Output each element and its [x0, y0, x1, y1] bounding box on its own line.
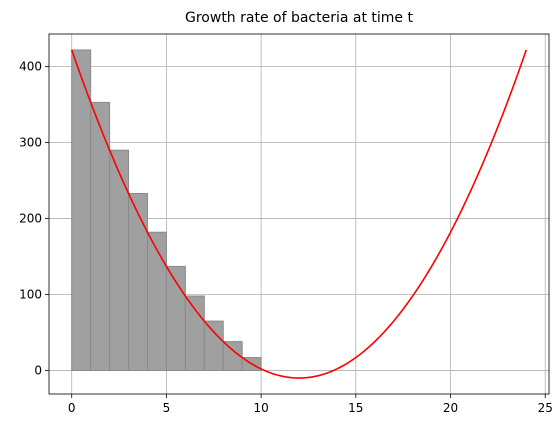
bar: [71, 49, 92, 371]
bars: [71, 49, 262, 371]
bar: [184, 295, 205, 371]
plot-border: [48, 33, 550, 395]
bar: [222, 341, 243, 371]
y-tick-label: 200: [19, 212, 42, 226]
bar: [128, 192, 148, 371]
x-axis: 0 5 10 15 20 25: [68, 394, 553, 415]
x-tick-label: 10: [253, 401, 268, 415]
x-tick-label: 25: [538, 401, 553, 415]
bar: [203, 320, 224, 371]
chart-title: Growth rate of bacteria at time t: [185, 10, 413, 26]
bar: [109, 149, 130, 371]
y-tick-label: 100: [19, 288, 42, 302]
y-tick-label: 0: [34, 363, 42, 377]
x-tick-label: 0: [68, 401, 76, 415]
bar: [146, 231, 167, 371]
plot-frame: [48, 33, 550, 395]
x-tick-label: 5: [163, 401, 171, 415]
x-tick-label: 20: [443, 401, 458, 415]
y-tick-label: 400: [19, 60, 42, 74]
y-tick-label: 300: [19, 136, 42, 150]
y-axis: 0 100 200 300 400: [19, 60, 49, 377]
curve: [70, 49, 528, 379]
x-tick-label: 15: [348, 401, 363, 415]
growth-curve: [70, 49, 528, 379]
